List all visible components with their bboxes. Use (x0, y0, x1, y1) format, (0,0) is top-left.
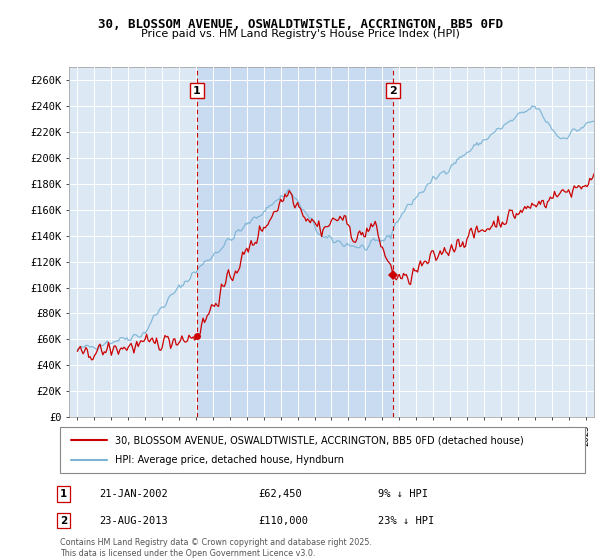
Text: 23% ↓ HPI: 23% ↓ HPI (378, 516, 434, 526)
Text: £110,000: £110,000 (258, 516, 308, 526)
Text: 21-JAN-2002: 21-JAN-2002 (99, 489, 168, 499)
Text: £62,450: £62,450 (258, 489, 302, 499)
Text: 1: 1 (193, 86, 201, 96)
Text: Price paid vs. HM Land Registry's House Price Index (HPI): Price paid vs. HM Land Registry's House … (140, 29, 460, 39)
Text: 30, BLOSSOM AVENUE, OSWALDTWISTLE, ACCRINGTON, BB5 0FD: 30, BLOSSOM AVENUE, OSWALDTWISTLE, ACCRI… (97, 18, 503, 31)
Text: 2: 2 (389, 86, 397, 96)
Text: HPI: Average price, detached house, Hyndburn: HPI: Average price, detached house, Hynd… (115, 455, 344, 465)
Text: 1: 1 (60, 489, 67, 499)
Text: 2: 2 (60, 516, 67, 526)
Text: 30, BLOSSOM AVENUE, OSWALDTWISTLE, ACCRINGTON, BB5 0FD (detached house): 30, BLOSSOM AVENUE, OSWALDTWISTLE, ACCRI… (115, 435, 524, 445)
Text: 23-AUG-2013: 23-AUG-2013 (99, 516, 168, 526)
Text: 9% ↓ HPI: 9% ↓ HPI (378, 489, 428, 499)
FancyBboxPatch shape (60, 427, 585, 473)
Bar (197, 67, 393, 417)
Text: Contains HM Land Registry data © Crown copyright and database right 2025.
This d: Contains HM Land Registry data © Crown c… (60, 538, 372, 558)
